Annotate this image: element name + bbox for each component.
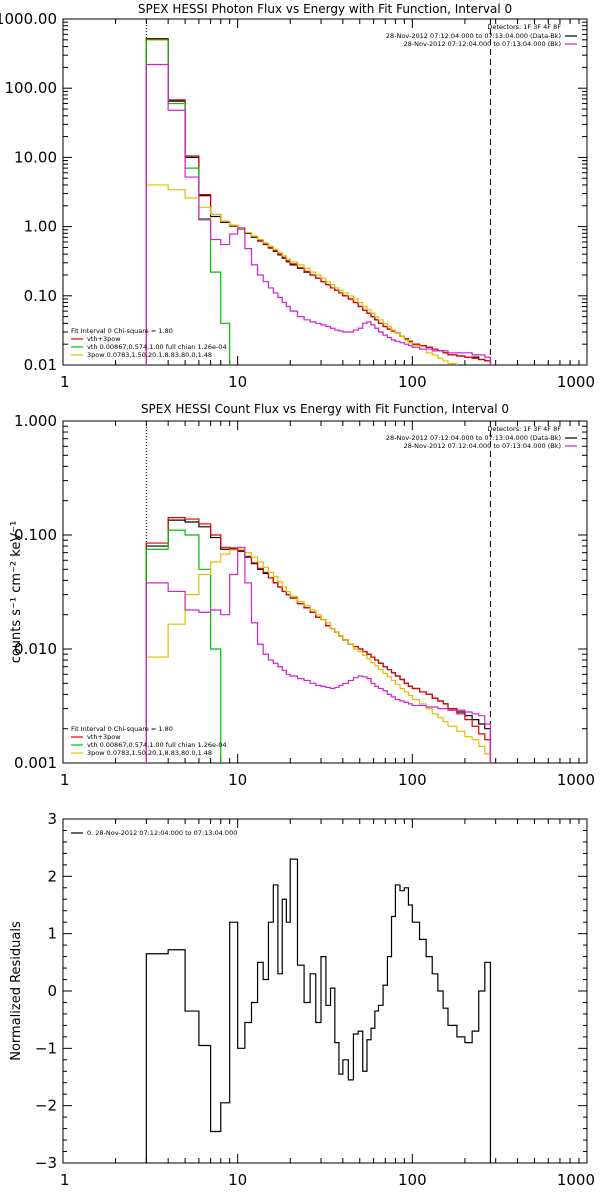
legend-header: Detectors: 1F 3F 4F 8F — [487, 23, 561, 31]
legend-entry-label: 28-Nov-2012 07:12:04.000 to 07:13:04.000… — [404, 442, 561, 450]
y-tick-label: 2 — [47, 867, 57, 885]
series-line — [145, 519, 492, 763]
chart-title: SPEX HESSI Count Flux vs Energy with Fit… — [141, 402, 509, 416]
y-tick-label: −2 — [35, 1097, 57, 1115]
residuals-panel: 1 10 100 1000 −3 −2 −1 0 1 2 3 Normalized Residuals… — [9, 810, 595, 1189]
x-tick-label: 100 — [398, 771, 427, 789]
plot-frame — [62, 18, 588, 366]
y-tick-label: 1.00 — [24, 218, 57, 236]
x-tick-label: 100 — [398, 1171, 427, 1189]
y-tick-label: 0.10 — [24, 287, 57, 305]
y-tick-label: 0.001 — [14, 754, 57, 772]
x-tick-label: 100 — [398, 373, 427, 391]
series-line — [145, 39, 231, 365]
chart-title: SPEX HESSI Photon Flux vs Energy with Fi… — [138, 2, 512, 16]
legend-entry-label: 0. 28-Nov-2012 07:12:04.000 to 07:13:04.… — [87, 829, 237, 837]
y-tick-label: 0.01 — [24, 356, 57, 374]
legend-header: Detectors: 1F 3F 4F 8F — [487, 425, 561, 433]
series-line — [145, 517, 492, 763]
y-tick-label: 100.00 — [5, 79, 58, 97]
fit-legend-label: vth 0.00867,0.574,1.00 full chian 1.26e-… — [87, 343, 227, 351]
series-group — [145, 38, 492, 365]
photon-flux-panel: SPEX HESSI Photon Flux vs Energy with Fi… — [0, 2, 595, 391]
y-tick-label: −3 — [35, 1154, 57, 1172]
series-line — [145, 858, 492, 1163]
x-tick-label: 1000 — [557, 373, 595, 391]
x-tick-label: 1000 — [557, 1171, 595, 1189]
y-tick-label: 0.010 — [14, 640, 57, 658]
fit-legend-label: 3pow 0.0783,1.50,20.1,8.83,80.0,1.48 — [87, 351, 212, 359]
fit-legend-label: vth+3pow — [87, 335, 121, 343]
series-line — [145, 63, 492, 365]
x-tick-label: 10 — [228, 1171, 247, 1189]
y-tick-label: 3 — [47, 810, 57, 828]
fit-legend-header: Fit Interval 0 Chi-square = 1.80 — [71, 327, 173, 335]
fit-legend-label: vth+3pow — [87, 733, 121, 741]
y-tick-label: 1000.00 — [0, 10, 57, 28]
series-group — [145, 858, 492, 1163]
x-tick-label: 1 — [60, 373, 70, 391]
x-tick-label: 1 — [60, 771, 70, 789]
legend-entry-label: 28-Nov-2012 07:12:04.000 to 07:13:04.000… — [386, 32, 561, 40]
y-tick-label: 1.000 — [14, 412, 57, 430]
y-tick-label: −1 — [35, 1039, 57, 1057]
y-tick-label: 0.100 — [14, 526, 57, 544]
fit-legend-label: 3pow 0.0783,1.50,20.1,8.83,80.0,1.48 — [87, 749, 212, 757]
series-group — [145, 517, 492, 763]
x-tick-label: 1000 — [557, 771, 595, 789]
plot-frame — [62, 420, 588, 764]
count-flux-panel: SPEX HESSI Count Flux vs Energy with Fit… — [9, 402, 595, 789]
series-line — [145, 184, 458, 365]
legend-entry-label: 28-Nov-2012 07:12:04.000 to 07:13:04.000… — [386, 434, 561, 442]
series-line — [145, 38, 492, 365]
y-tick-label: 1 — [47, 925, 57, 943]
series-line — [145, 546, 492, 763]
fit-legend-label: vth 0.00867,0.574,1.00 full chian 1.26e-… — [87, 741, 227, 749]
x-tick-label: 1 — [60, 1171, 70, 1189]
x-tick-label: 10 — [228, 771, 247, 789]
plot-frame — [62, 818, 588, 1164]
series-line — [145, 529, 222, 763]
y-axis-label: Normalized Residuals — [9, 921, 24, 1061]
y-tick-label: 10.00 — [14, 148, 57, 166]
y-tick-label: 0 — [47, 982, 57, 1000]
legend-entry-label: 28-Nov-2012 07:12:04.000 to 07:13:04.000… — [404, 40, 561, 48]
fit-legend-header: Fit Interval 0 Chi-square = 1.80 — [71, 725, 173, 733]
series-line — [145, 38, 492, 365]
x-tick-label: 10 — [228, 373, 247, 391]
y-axis-label: counts s⁻¹ cm⁻² keV⁻¹ — [9, 521, 24, 664]
series-line — [145, 548, 492, 763]
